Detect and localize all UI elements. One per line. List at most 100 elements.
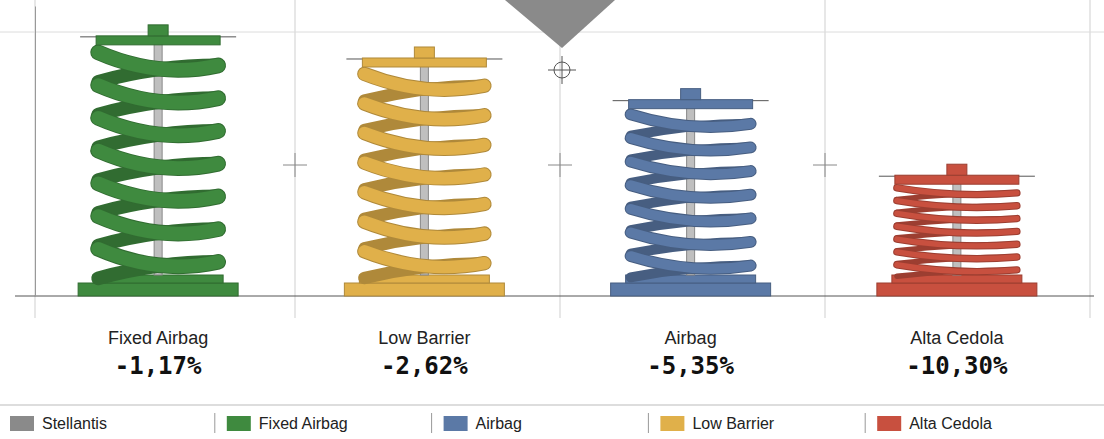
category-label: Alta Cedola	[910, 328, 1004, 348]
coil	[364, 222, 484, 238]
coil-outline	[98, 52, 218, 69]
press-target	[548, 56, 576, 84]
legend-swatch	[10, 416, 34, 431]
top-plate	[895, 175, 1019, 184]
value-label: -5,35%	[647, 352, 734, 380]
coil	[897, 265, 1017, 272]
labels: Fixed Airbag -1,17% Low Barrier -2,62% Airba…	[108, 328, 1008, 380]
nut	[947, 164, 967, 175]
coil	[897, 213, 1017, 220]
coil	[364, 133, 484, 149]
legend-swatch	[660, 416, 684, 431]
coil-outline	[364, 222, 484, 238]
coil	[897, 188, 1017, 195]
value-label: -2,62%	[381, 352, 468, 380]
y-axis	[35, 7, 36, 297]
coil-outline	[364, 103, 484, 119]
coil-outline	[897, 226, 1017, 233]
coil-outline	[98, 85, 218, 102]
coil-outline	[98, 216, 218, 233]
coil	[364, 251, 484, 267]
crosshair	[283, 153, 307, 177]
value-label: -1,17%	[115, 352, 202, 380]
coil	[98, 85, 218, 102]
value-label: -10,30%	[906, 352, 1008, 380]
legend-swatch	[227, 416, 251, 431]
coil	[364, 192, 484, 208]
nut	[414, 47, 434, 58]
press	[505, 0, 615, 48]
coil-outline	[631, 162, 751, 175]
coil-outline	[98, 249, 218, 266]
coil-outline	[364, 163, 484, 179]
coil-outline	[364, 74, 484, 90]
coil-outline	[98, 151, 218, 168]
coil	[98, 118, 218, 135]
legend: StellantisFixed AirbagAirbagLow BarrierA…	[0, 405, 1104, 433]
coil-outline	[631, 209, 751, 222]
coil	[98, 151, 218, 168]
legend-separator	[431, 413, 432, 433]
nut	[148, 25, 168, 36]
coil	[364, 103, 484, 119]
legend-swatch	[444, 416, 468, 431]
coil-outline	[897, 265, 1017, 272]
coil	[98, 183, 218, 200]
base-plate	[344, 283, 504, 296]
guides	[0, 0, 1104, 318]
coil	[897, 252, 1017, 259]
nut	[681, 89, 701, 100]
coil	[897, 201, 1017, 208]
legend-separator	[214, 413, 215, 433]
coil-outline	[631, 138, 751, 151]
coil	[98, 216, 218, 233]
coil-outline	[364, 251, 484, 267]
coil	[364, 163, 484, 179]
coil-outline	[364, 133, 484, 149]
legend-separator	[648, 413, 649, 433]
legend-rule	[0, 405, 1104, 406]
top-plate	[96, 36, 220, 45]
legend-label: Low Barrier	[692, 415, 774, 432]
coil	[631, 114, 751, 127]
coil-outline	[897, 252, 1017, 259]
coil-outline	[897, 201, 1017, 208]
coil-outline	[631, 256, 751, 269]
category-label: Fixed Airbag	[108, 328, 208, 348]
crosshair	[548, 153, 572, 177]
legend-swatch	[877, 416, 901, 431]
coil	[364, 74, 484, 90]
coil	[98, 249, 218, 266]
coil-outline	[98, 183, 218, 200]
coil	[897, 226, 1017, 233]
coil-outline	[631, 232, 751, 245]
coil	[631, 256, 751, 269]
category-label: Airbag	[665, 328, 717, 348]
coil-outline	[897, 188, 1017, 195]
legend-label: Stellantis	[42, 415, 107, 432]
springs	[78, 25, 1037, 296]
coil	[631, 232, 751, 245]
coil	[631, 162, 751, 175]
coil	[631, 185, 751, 198]
base-plate	[611, 283, 771, 296]
coil-outline	[631, 185, 751, 198]
spring	[78, 25, 238, 296]
category-label: Low Barrier	[378, 328, 470, 348]
base-plate	[78, 283, 238, 296]
legend-separator	[865, 413, 866, 433]
guide-line	[35, 0, 36, 318]
legend-label: Fixed Airbag	[259, 415, 348, 432]
coil-outline	[897, 213, 1017, 220]
spring	[344, 47, 504, 296]
spring	[611, 89, 771, 296]
coil-outline	[631, 114, 751, 127]
coil	[897, 239, 1017, 246]
top-plate	[629, 100, 753, 109]
spring	[877, 164, 1037, 296]
top-plate	[362, 58, 486, 67]
guide-line	[1090, 0, 1091, 318]
legend-label: Airbag	[476, 415, 522, 432]
coil	[98, 52, 218, 69]
coil	[631, 209, 751, 222]
